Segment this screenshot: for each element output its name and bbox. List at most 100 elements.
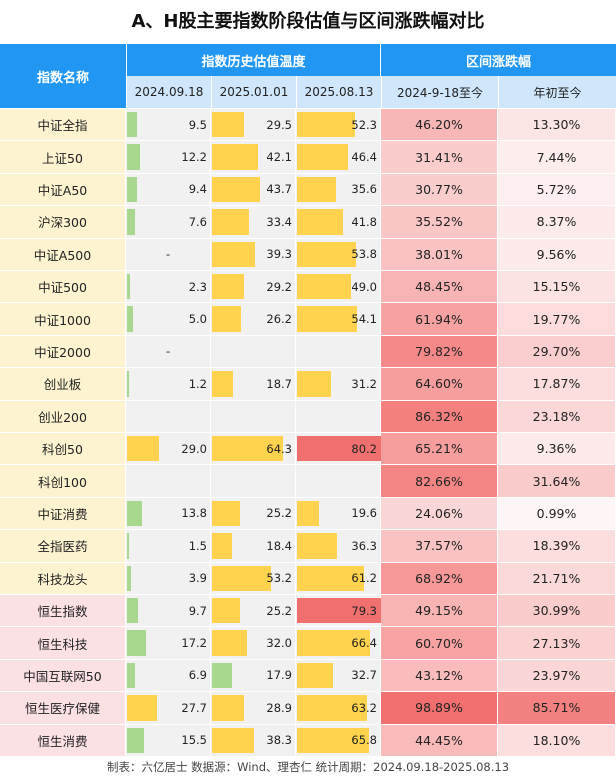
- valuation-value: 43.7: [266, 182, 292, 197]
- valuation-cell: 52.3: [296, 109, 381, 141]
- valuation-value: 35.6: [351, 182, 377, 197]
- valuation-value: 38.3: [266, 733, 292, 748]
- table-row: 中证全指 9.5 29.5 52.3 46.20% 13.30%: [0, 108, 616, 141]
- valuation-value: 61.2: [351, 571, 377, 586]
- change-cell: 82.66%: [381, 465, 498, 497]
- valuation-value: 15.5: [181, 733, 207, 748]
- valuation-value: 1.5: [188, 538, 207, 553]
- valuation-bar: [212, 241, 256, 267]
- valuation-cell: 53.2: [211, 562, 296, 594]
- valuation-bar: [212, 371, 233, 397]
- table-row: 上证50 12.2 42.1 46.4 31.41% 7.44%: [0, 140, 616, 173]
- change-cell: 37.57%: [381, 530, 498, 562]
- change-cell: 65.21%: [381, 433, 498, 465]
- valuation-value: 79.3: [351, 603, 377, 618]
- valuation-cell: 9.5: [126, 109, 211, 141]
- valuation-bar: [212, 274, 245, 300]
- table-row: 中证1000 5.0 26.2 54.1 61.94% 19.77%: [0, 302, 616, 335]
- index-name-cell: 恒生消费: [0, 724, 126, 756]
- change-cell: 30.99%: [498, 595, 616, 627]
- valuation-bar: [212, 695, 244, 721]
- index-name-cell: 中国互联网50: [0, 659, 126, 692]
- valuation-value: 36.3: [351, 538, 377, 553]
- table-row: 科创50 29.0 64.3 80.2 65.21% 9.36%: [0, 432, 616, 465]
- valuation-value: 32.0: [266, 636, 292, 651]
- table-row: 中证2000 - 79.82% 29.70%: [0, 334, 616, 368]
- table-row: 中证A500 - 39.3 53.8 38.01% 9.56%: [0, 237, 616, 270]
- change-cell: 48.45%: [381, 271, 498, 303]
- valuation-value: 12.2: [181, 150, 207, 165]
- valuation-cell: 26.2: [211, 303, 296, 335]
- table-row: 恒生医疗保健 27.7 28.9 63.2 98.89% 85.71%: [0, 691, 616, 724]
- change-cell: 29.70%: [498, 335, 616, 368]
- change-cell: 44.45%: [381, 724, 498, 756]
- valuation-cell: [296, 335, 381, 368]
- valuation-bar: [212, 209, 249, 235]
- valuation-cell: 25.2: [211, 497, 296, 530]
- valuation-value: 18.4: [266, 538, 292, 553]
- table-row: 科技龙头 3.9 53.2 61.2 68.92% 21.71%: [0, 561, 616, 594]
- index-name-cell: 中证全指: [0, 109, 126, 141]
- valuation-value: 25.2: [266, 603, 292, 618]
- valuation-cell: 31.2: [296, 368, 381, 400]
- valuation-bar: [297, 436, 386, 462]
- change-cell: 18.39%: [498, 530, 616, 562]
- valuation-bar: [297, 662, 333, 689]
- valuation-bar: [127, 144, 141, 170]
- valuation-cell: 66.4: [296, 627, 381, 659]
- index-name-cell: 中证1000: [0, 303, 126, 335]
- index-name-cell: 科创100: [0, 465, 126, 497]
- valuation-cell: 17.2: [126, 627, 211, 659]
- valuation-bar: [212, 436, 283, 462]
- valuation-value: 1.2: [188, 376, 207, 391]
- change-cell: 18.10%: [498, 724, 616, 756]
- change-cell: 15.15%: [498, 271, 616, 303]
- valuation-bar: [127, 371, 129, 397]
- valuation-cell: 19.6: [296, 497, 381, 530]
- valuation-bar: [127, 209, 136, 235]
- header-change-group: 区间涨跌幅: [381, 44, 616, 76]
- valuation-cell: 38.3: [211, 724, 296, 756]
- header-date-3: 2025.08.13: [296, 76, 381, 108]
- valuation-value: 41.8: [351, 214, 377, 229]
- valuation-value: 9.5: [188, 117, 207, 132]
- valuation-bar: [212, 565, 271, 591]
- change-cell: 0.99%: [498, 497, 616, 530]
- valuation-cell: [211, 465, 296, 497]
- valuation-value: 19.6: [351, 506, 377, 521]
- valuation-value: 9.7: [188, 603, 207, 618]
- valuation-value: 54.1: [351, 312, 377, 327]
- valuation-value: 32.7: [351, 668, 377, 683]
- valuation-value: 52.3: [351, 117, 377, 132]
- valuation-value: 42.1: [266, 150, 292, 165]
- valuation-value: 26.2: [266, 312, 292, 327]
- change-cell: 64.60%: [381, 368, 498, 400]
- valuation-bar: [297, 306, 357, 332]
- valuation-cell: 33.4: [211, 206, 296, 238]
- index-name-cell: 科创50: [0, 433, 126, 465]
- index-name-cell: 中证2000: [0, 335, 126, 368]
- table-row: 恒生消费 15.5 38.3 65.8 44.45% 18.10%: [0, 723, 616, 756]
- change-cell: 60.70%: [381, 627, 498, 659]
- valuation-cell: 29.0: [126, 433, 211, 465]
- valuation-value: 49.0: [351, 279, 377, 294]
- valuation-bar: [212, 727, 255, 753]
- header-change-ytd: 年初至今: [498, 76, 616, 108]
- valuation-cell: 9.4: [126, 173, 211, 206]
- valuation-cell: 64.3: [211, 433, 296, 465]
- valuation-bar: [297, 598, 385, 624]
- table-row: 中国互联网50 6.9 17.9 32.7 43.12% 23.97%: [0, 658, 616, 692]
- valuation-value: 6.9: [188, 668, 207, 683]
- valuation-value: 25.2: [266, 506, 292, 521]
- valuation-cell: 41.8: [296, 206, 381, 238]
- valuation-value: 65.8: [351, 733, 377, 748]
- change-cell: 13.30%: [498, 109, 616, 141]
- valuation-cell: -: [126, 335, 211, 368]
- valuation-value: 63.2: [351, 700, 377, 715]
- valuation-cell: 28.9: [211, 692, 296, 724]
- valuation-bar: [297, 727, 370, 753]
- valuation-bar: [297, 241, 357, 267]
- header-date-2: 2025.01.01: [211, 76, 296, 108]
- change-cell: 19.77%: [498, 303, 616, 335]
- valuation-value: 33.4: [266, 214, 292, 229]
